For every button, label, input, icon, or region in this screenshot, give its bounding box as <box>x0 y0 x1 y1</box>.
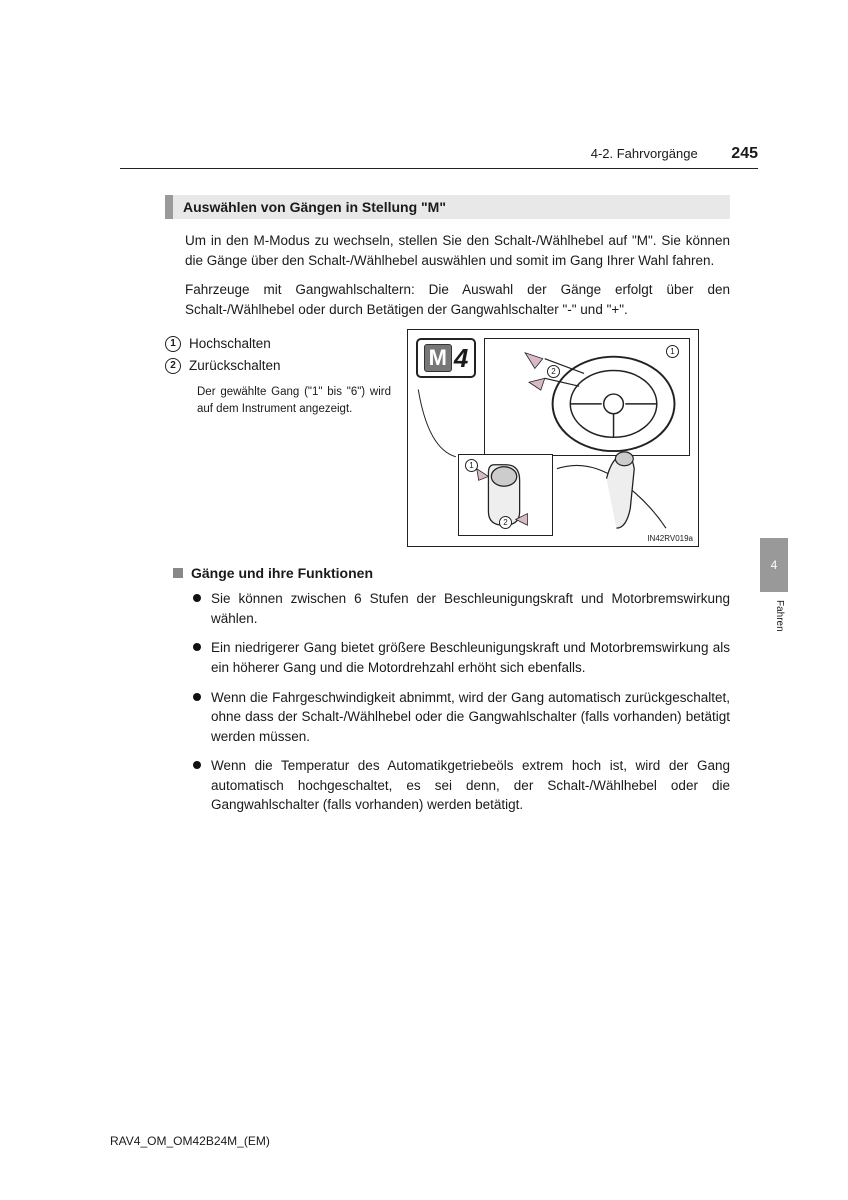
chapter-label: Fahren <box>774 600 785 632</box>
instrument-note: Der gewählte Gang ("1" bis "6") wird auf… <box>197 384 391 417</box>
two-column-block: 1 Hochschalten 2 Zurückschalten Der gewä… <box>165 329 730 547</box>
bullet-item: Wenn die Temperatur des Automatikgetrieb… <box>193 756 730 815</box>
dot-icon <box>193 643 201 651</box>
left-column: 1 Hochschalten 2 Zurückschalten Der gewä… <box>165 329 391 547</box>
figure-caption: IN42RV019a <box>647 534 693 543</box>
square-bullet-icon <box>173 568 183 578</box>
bullet-text: Wenn die Fahrgeschwindigkeit abnimmt, wi… <box>211 688 730 747</box>
circled-number-icon: 2 <box>165 358 181 374</box>
bullet-item: Ein niedrigerer Gang bietet größere Besc… <box>193 638 730 677</box>
bullet-item: Sie können zwischen 6 Stufen der Beschle… <box>193 589 730 628</box>
subheading-text: Gänge und ihre Funktionen <box>191 565 373 581</box>
list-item-2: 2 Zurückschalten <box>165 355 391 377</box>
subheading: Gänge und ihre Funktionen <box>173 565 730 581</box>
header-rule <box>120 168 758 169</box>
bullet-text: Wenn die Temperatur des Automatikgetrieb… <box>211 756 730 815</box>
dot-icon <box>193 693 201 701</box>
list-item-text: Zurückschalten <box>189 355 281 377</box>
bullet-item: Wenn die Fahrgeschwindigkeit abnimmt, wi… <box>193 688 730 747</box>
dot-icon <box>193 594 201 602</box>
page-number: 245 <box>731 145 758 162</box>
chapter-tab: 4 <box>760 538 788 592</box>
intro-paragraph-2: Fahrzeuge mit Gangwahlschaltern: Die Aus… <box>185 280 730 319</box>
list-item-1: 1 Hochschalten <box>165 333 391 355</box>
bullet-text: Sie können zwischen 6 Stufen der Beschle… <box>211 589 730 628</box>
page: 4-2. Fahrvorgänge 245 Auswählen von Gäng… <box>0 0 848 1200</box>
bullet-list: Sie können zwischen 6 Stufen der Beschle… <box>193 589 730 815</box>
figure-bg-sketch <box>408 330 698 546</box>
chapter-number: 4 <box>771 558 778 572</box>
section-title: Auswählen von Gängen in Stellung "M" <box>165 195 730 219</box>
bullet-text: Ein niedrigerer Gang bietet größere Besc… <box>211 638 730 677</box>
dot-icon <box>193 761 201 769</box>
section-label: 4-2. Fahrvorgänge <box>591 146 698 161</box>
numbered-list: 1 Hochschalten 2 Zurückschalten <box>165 333 391 376</box>
content-area: Auswählen von Gängen in Stellung "M" Um … <box>165 195 730 825</box>
footer-code: RAV4_OM_OM42B24M_(EM) <box>110 1134 270 1148</box>
gear-figure: M 4 1 2 <box>407 329 699 547</box>
intro-paragraph-1: Um in den M-Modus zu wechseln, stellen S… <box>185 231 730 270</box>
circled-number-icon: 1 <box>165 336 181 352</box>
page-header: 4-2. Fahrvorgänge 245 <box>591 145 758 163</box>
list-item-text: Hochschalten <box>189 333 271 355</box>
right-column: M 4 1 2 <box>407 329 699 547</box>
